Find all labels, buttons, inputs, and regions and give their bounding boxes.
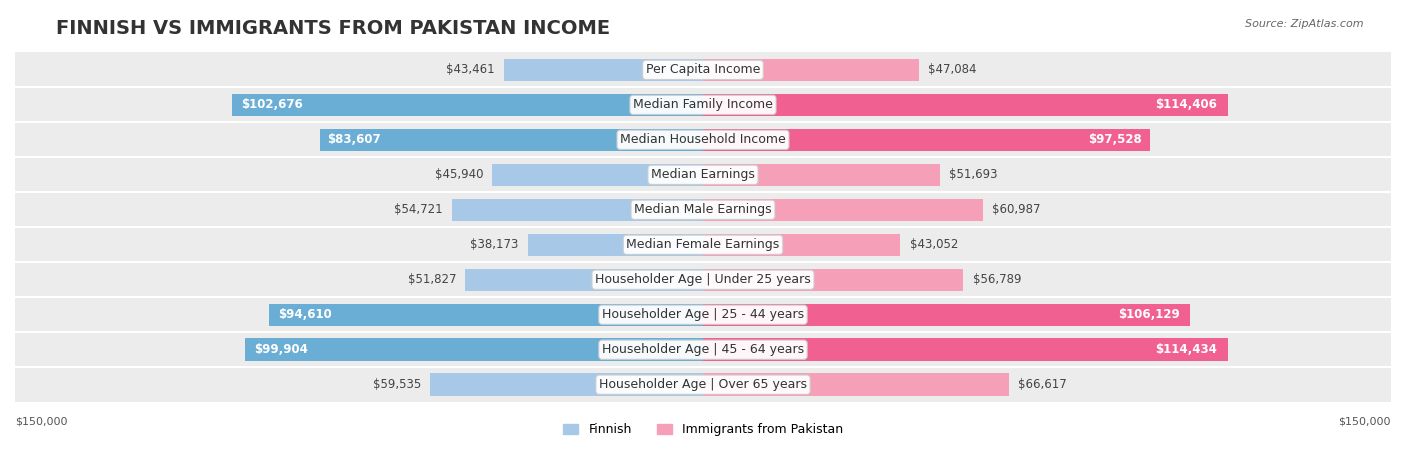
Text: $54,721: $54,721 (394, 203, 443, 216)
Text: $60,987: $60,987 (991, 203, 1040, 216)
Text: Householder Age | 45 - 64 years: Householder Age | 45 - 64 years (602, 343, 804, 356)
Text: $38,173: $38,173 (471, 238, 519, 251)
Text: $45,940: $45,940 (434, 168, 484, 181)
Bar (430, 374, 703, 396)
Text: $59,535: $59,535 (373, 378, 420, 391)
Bar (465, 269, 703, 291)
Bar (703, 304, 1189, 326)
Bar (15, 367, 1391, 402)
Bar (15, 52, 1391, 87)
Text: Median Female Earnings: Median Female Earnings (627, 238, 779, 251)
Text: $150,000: $150,000 (15, 417, 67, 426)
Bar (15, 122, 1391, 157)
Bar (451, 198, 703, 221)
Bar (703, 269, 963, 291)
Bar (703, 94, 1227, 116)
Text: Median Family Income: Median Family Income (633, 99, 773, 111)
Text: $66,617: $66,617 (1018, 378, 1067, 391)
Text: $51,827: $51,827 (408, 273, 456, 286)
Bar (232, 94, 703, 116)
Text: Median Household Income: Median Household Income (620, 133, 786, 146)
Bar (15, 332, 1391, 367)
Bar (15, 157, 1391, 192)
Text: $106,129: $106,129 (1118, 308, 1180, 321)
Bar (703, 128, 1150, 151)
Text: Median Earnings: Median Earnings (651, 168, 755, 181)
Bar (492, 163, 703, 186)
Text: Median Male Earnings: Median Male Earnings (634, 203, 772, 216)
Bar (703, 163, 941, 186)
Text: $56,789: $56,789 (973, 273, 1021, 286)
Bar (269, 304, 703, 326)
Text: $99,904: $99,904 (254, 343, 308, 356)
Bar (703, 234, 900, 256)
Bar (703, 374, 1008, 396)
Text: $43,052: $43,052 (910, 238, 957, 251)
Text: Householder Age | 25 - 44 years: Householder Age | 25 - 44 years (602, 308, 804, 321)
Text: $83,607: $83,607 (328, 133, 381, 146)
Bar (703, 59, 920, 81)
Text: $43,461: $43,461 (446, 64, 495, 76)
Text: $97,528: $97,528 (1088, 133, 1142, 146)
Bar (319, 128, 703, 151)
Bar (245, 339, 703, 361)
Text: FINNISH VS IMMIGRANTS FROM PAKISTAN INCOME: FINNISH VS IMMIGRANTS FROM PAKISTAN INCO… (56, 19, 610, 38)
Text: $114,406: $114,406 (1156, 99, 1218, 111)
Bar (15, 227, 1391, 262)
Bar (15, 297, 1391, 332)
Text: $94,610: $94,610 (278, 308, 332, 321)
Text: $102,676: $102,676 (242, 99, 304, 111)
Bar (527, 234, 703, 256)
Text: Householder Age | Over 65 years: Householder Age | Over 65 years (599, 378, 807, 391)
Text: $150,000: $150,000 (1339, 417, 1391, 426)
Text: $114,434: $114,434 (1156, 343, 1218, 356)
Text: $47,084: $47,084 (928, 64, 977, 76)
Legend: Finnish, Immigrants from Pakistan: Finnish, Immigrants from Pakistan (558, 418, 848, 441)
Text: Per Capita Income: Per Capita Income (645, 64, 761, 76)
Bar (15, 192, 1391, 227)
Bar (703, 339, 1227, 361)
Text: $51,693: $51,693 (949, 168, 998, 181)
Bar (503, 59, 703, 81)
Bar (703, 198, 983, 221)
Text: Householder Age | Under 25 years: Householder Age | Under 25 years (595, 273, 811, 286)
Bar (15, 262, 1391, 297)
Bar (15, 87, 1391, 122)
Text: Source: ZipAtlas.com: Source: ZipAtlas.com (1246, 19, 1364, 28)
